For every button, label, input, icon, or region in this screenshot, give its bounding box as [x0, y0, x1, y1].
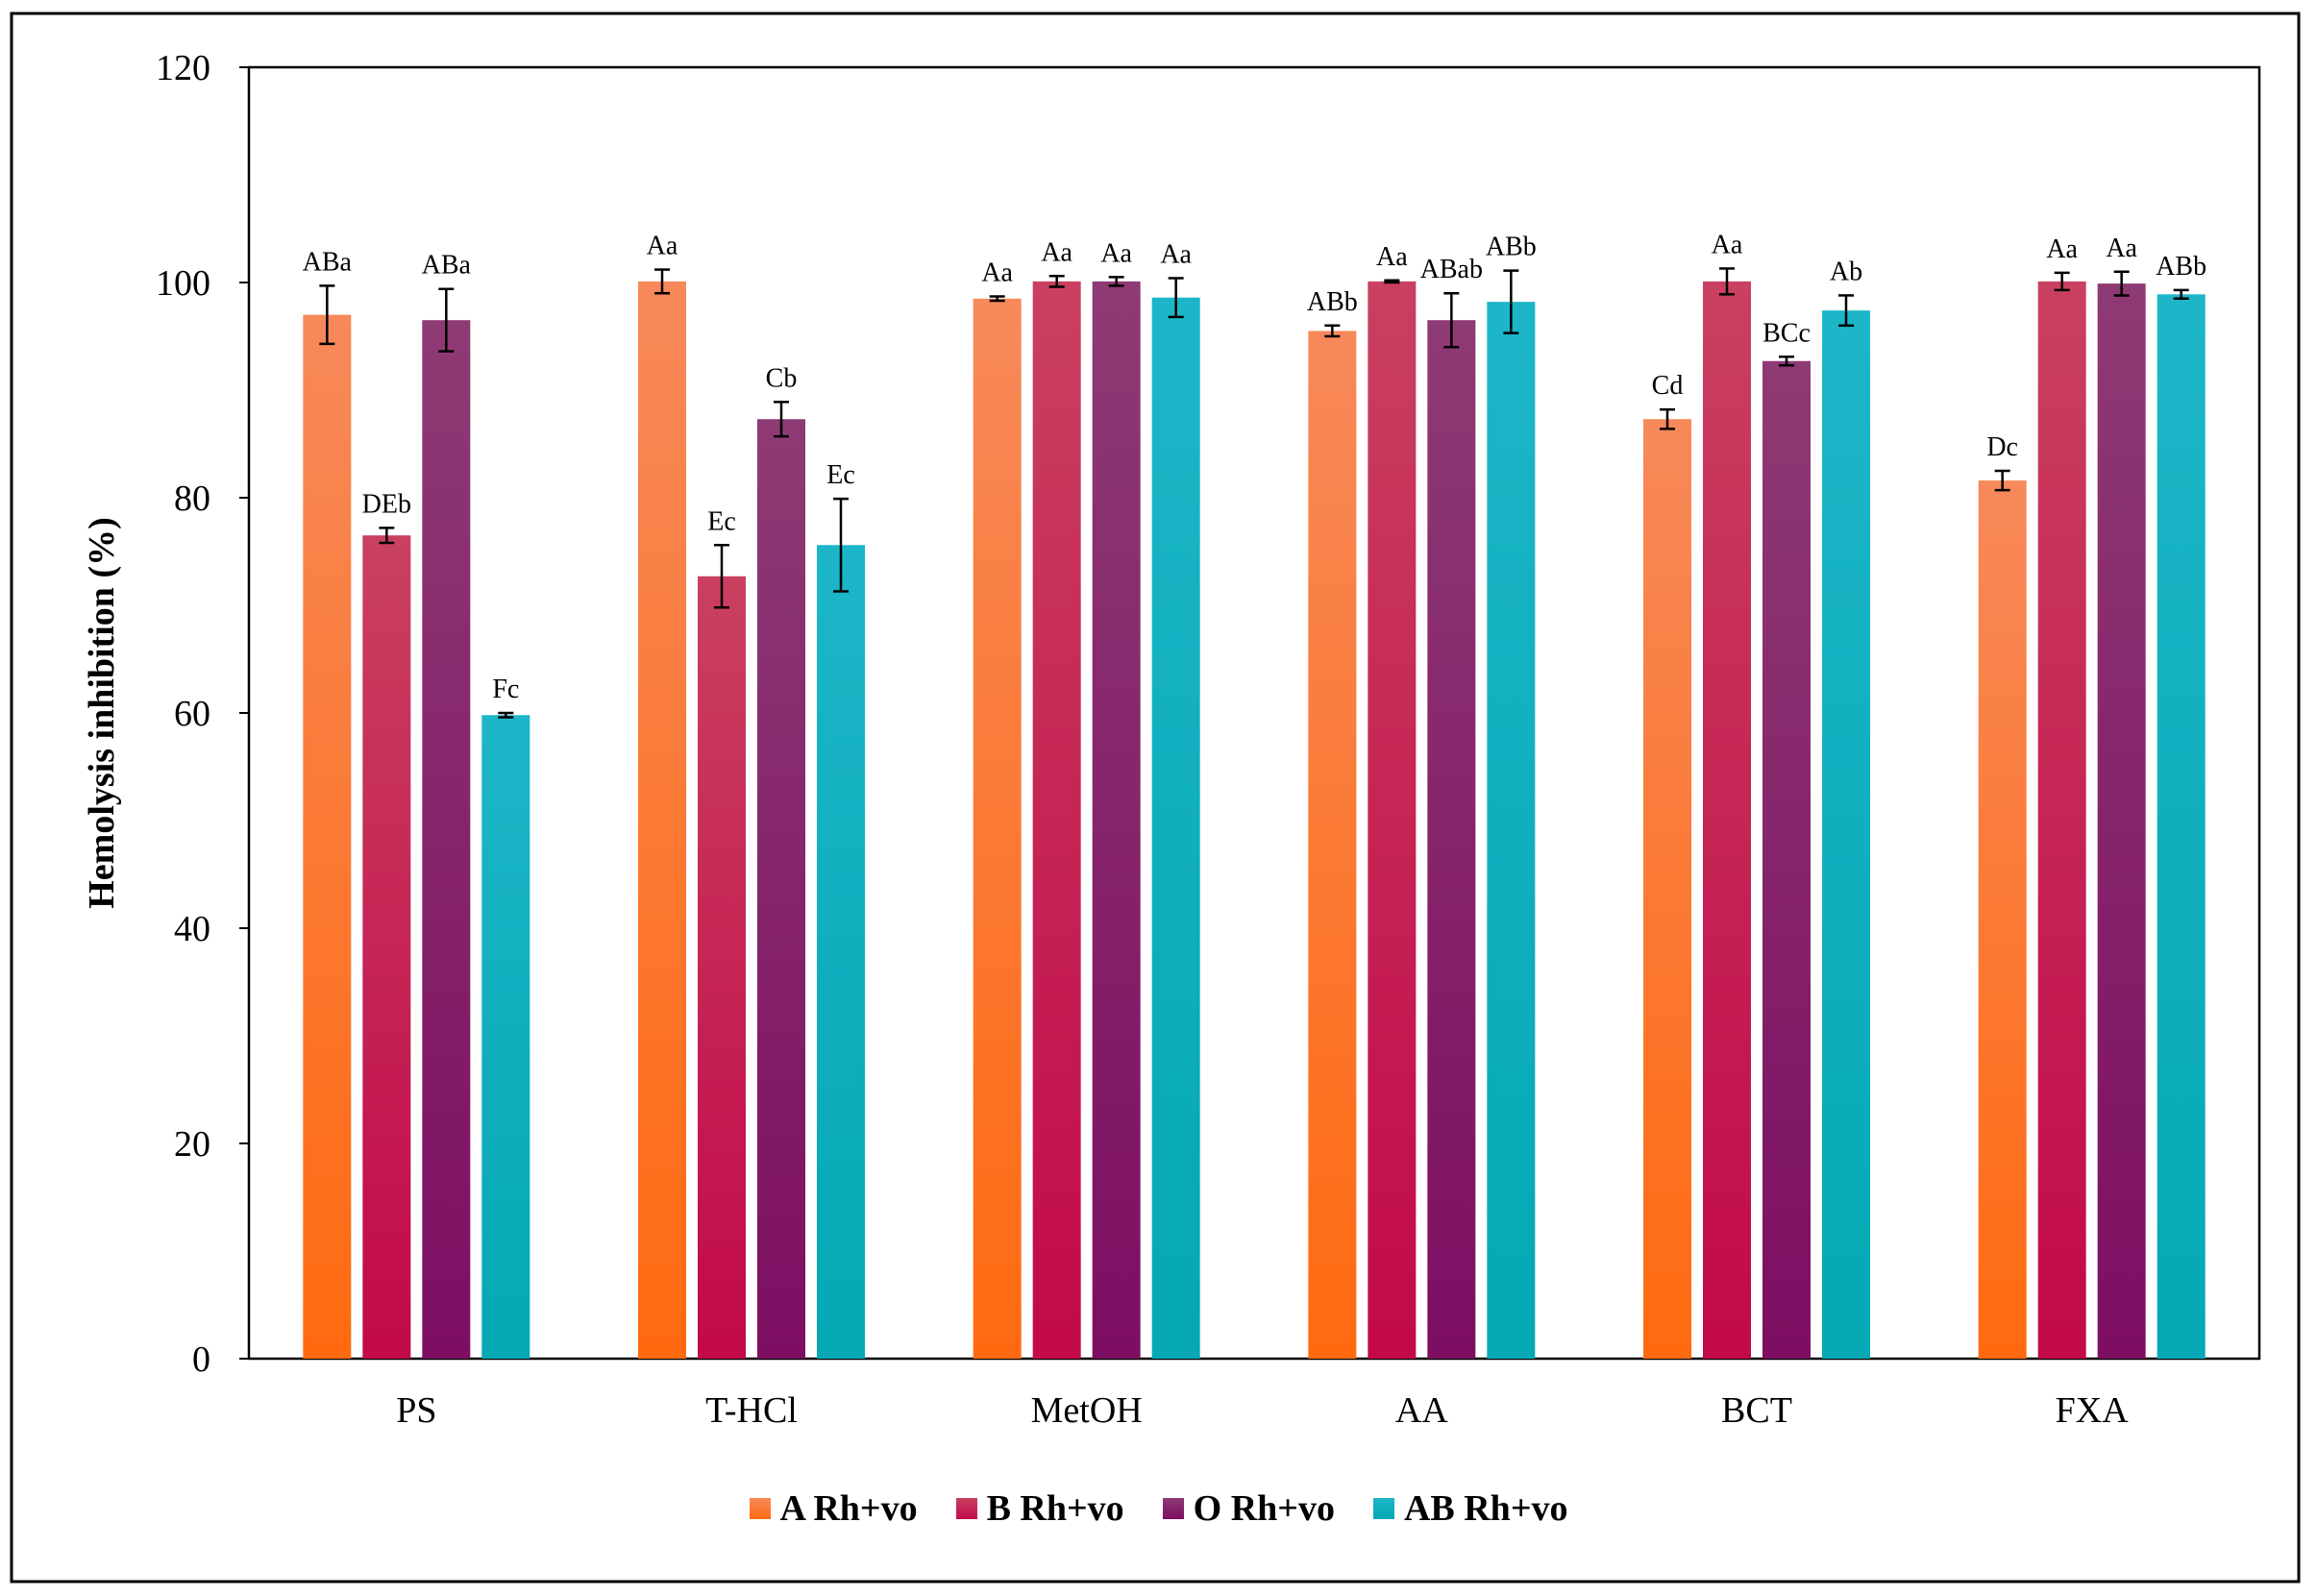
bar-group-ps: ABa DEb ABa Fc: [303, 247, 530, 1360]
legend-swatch: [955, 1498, 977, 1519]
data-label: Aa: [2046, 234, 2078, 264]
bar: [638, 281, 686, 1359]
data-label: ABb: [2156, 252, 2206, 282]
plot-area-border: [247, 65, 2261, 1361]
x-tick-label: FXA: [2056, 1390, 2130, 1431]
bar: [1487, 302, 1536, 1359]
y-axis: 0 20 40 60 80 100 120: [156, 48, 249, 1380]
y-tick-label: 40: [174, 909, 210, 949]
x-tick-label: BCT: [1721, 1390, 1792, 1431]
data-label: ABa: [303, 247, 353, 277]
bar: [1643, 419, 1691, 1359]
data-label: ABa: [422, 251, 472, 281]
x-axis: PS T-HCl MetOH AA BCT FXA: [396, 1390, 2129, 1431]
bar: [1703, 281, 1751, 1359]
legend: A Rh+vo B Rh+vo O Rh+vo AB Rh+vo: [0, 1480, 2317, 1537]
data-label: Aa: [1160, 240, 1192, 270]
bar: [2157, 294, 2206, 1359]
data-label: Aa: [1712, 230, 1743, 259]
bar: [757, 419, 805, 1359]
y-tick-label: 120: [156, 48, 210, 88]
x-tick-label: MetOH: [1031, 1390, 1143, 1431]
bar: [1762, 360, 1811, 1359]
legend-item: A Rh+vo: [749, 1487, 918, 1530]
legend-item: AB Rh+vo: [1372, 1487, 1568, 1530]
legend-label: A Rh+vo: [779, 1488, 918, 1529]
data-label: Cd: [1652, 371, 1684, 401]
legend-swatch: [1372, 1498, 1394, 1519]
data-label: Aa: [1100, 238, 1132, 268]
bar: [481, 715, 530, 1359]
legend-label: AB Rh+vo: [1403, 1488, 1568, 1529]
x-tick-label: T-HCl: [705, 1390, 798, 1431]
data-label: Aa: [1376, 242, 1408, 272]
bar: [1822, 310, 1870, 1359]
data-label: Ec: [826, 460, 855, 490]
y-tick-label: 60: [174, 694, 210, 734]
x-tick-label: PS: [396, 1390, 436, 1431]
data-label: ABb: [1307, 287, 1358, 317]
data-label: Cb: [766, 363, 798, 393]
bar: [817, 545, 865, 1359]
legend-label: O Rh+vo: [1193, 1488, 1335, 1529]
legend-swatch: [749, 1498, 771, 1519]
bar: [422, 320, 471, 1360]
bar: [1092, 281, 1141, 1359]
bar: [1032, 281, 1081, 1359]
bar: [2037, 281, 2086, 1359]
bar: [1151, 297, 1200, 1360]
data-label: Fc: [492, 675, 519, 704]
y-tick-label: 100: [156, 263, 210, 304]
legend-item: O Rh+vo: [1162, 1487, 1335, 1530]
data-label: ABb: [1486, 233, 1537, 262]
bar-group-fxa: Dc Aa Aa ABb: [1978, 233, 2206, 1360]
y-tick-label: 0: [192, 1339, 210, 1380]
bar: [698, 576, 746, 1359]
bar-group-bct: Cd Aa BCc Ab: [1643, 230, 1870, 1359]
data-label: Aa: [647, 232, 678, 261]
outer-border: [10, 12, 2301, 1584]
data-label: Ec: [707, 506, 736, 536]
x-tick-label: AA: [1395, 1390, 1448, 1431]
data-label: Ab: [1830, 257, 1862, 286]
bar-group-metoh: Aa Aa Aa Aa: [973, 237, 1200, 1360]
data-label: BCc: [1762, 318, 1811, 348]
bar: [303, 314, 352, 1360]
data-label: Aa: [981, 258, 1013, 288]
bar-group-t-hcl: Aa Ec Cb Ec: [638, 232, 865, 1359]
legend-label: B Rh+vo: [986, 1488, 1124, 1529]
y-axis-title: Hemolysis inhibition (%): [82, 517, 122, 909]
bar: [1978, 480, 2027, 1360]
bar: [1308, 331, 1357, 1359]
y-tick-label: 20: [174, 1124, 210, 1165]
bar: [973, 298, 1022, 1359]
legend-swatch: [1162, 1498, 1184, 1519]
legend-item: B Rh+vo: [955, 1487, 1124, 1530]
data-label: Dc: [1986, 432, 2018, 462]
data-label: ABab: [1420, 255, 1483, 284]
bar: [1427, 320, 1476, 1360]
data-label: DEb: [362, 489, 411, 519]
bar: [362, 535, 411, 1359]
bar: [1368, 281, 1417, 1359]
data-label: Aa: [2106, 233, 2137, 263]
bar: [2097, 283, 2146, 1359]
y-tick-label: 80: [174, 479, 210, 519]
data-label: Aa: [1041, 237, 1072, 267]
